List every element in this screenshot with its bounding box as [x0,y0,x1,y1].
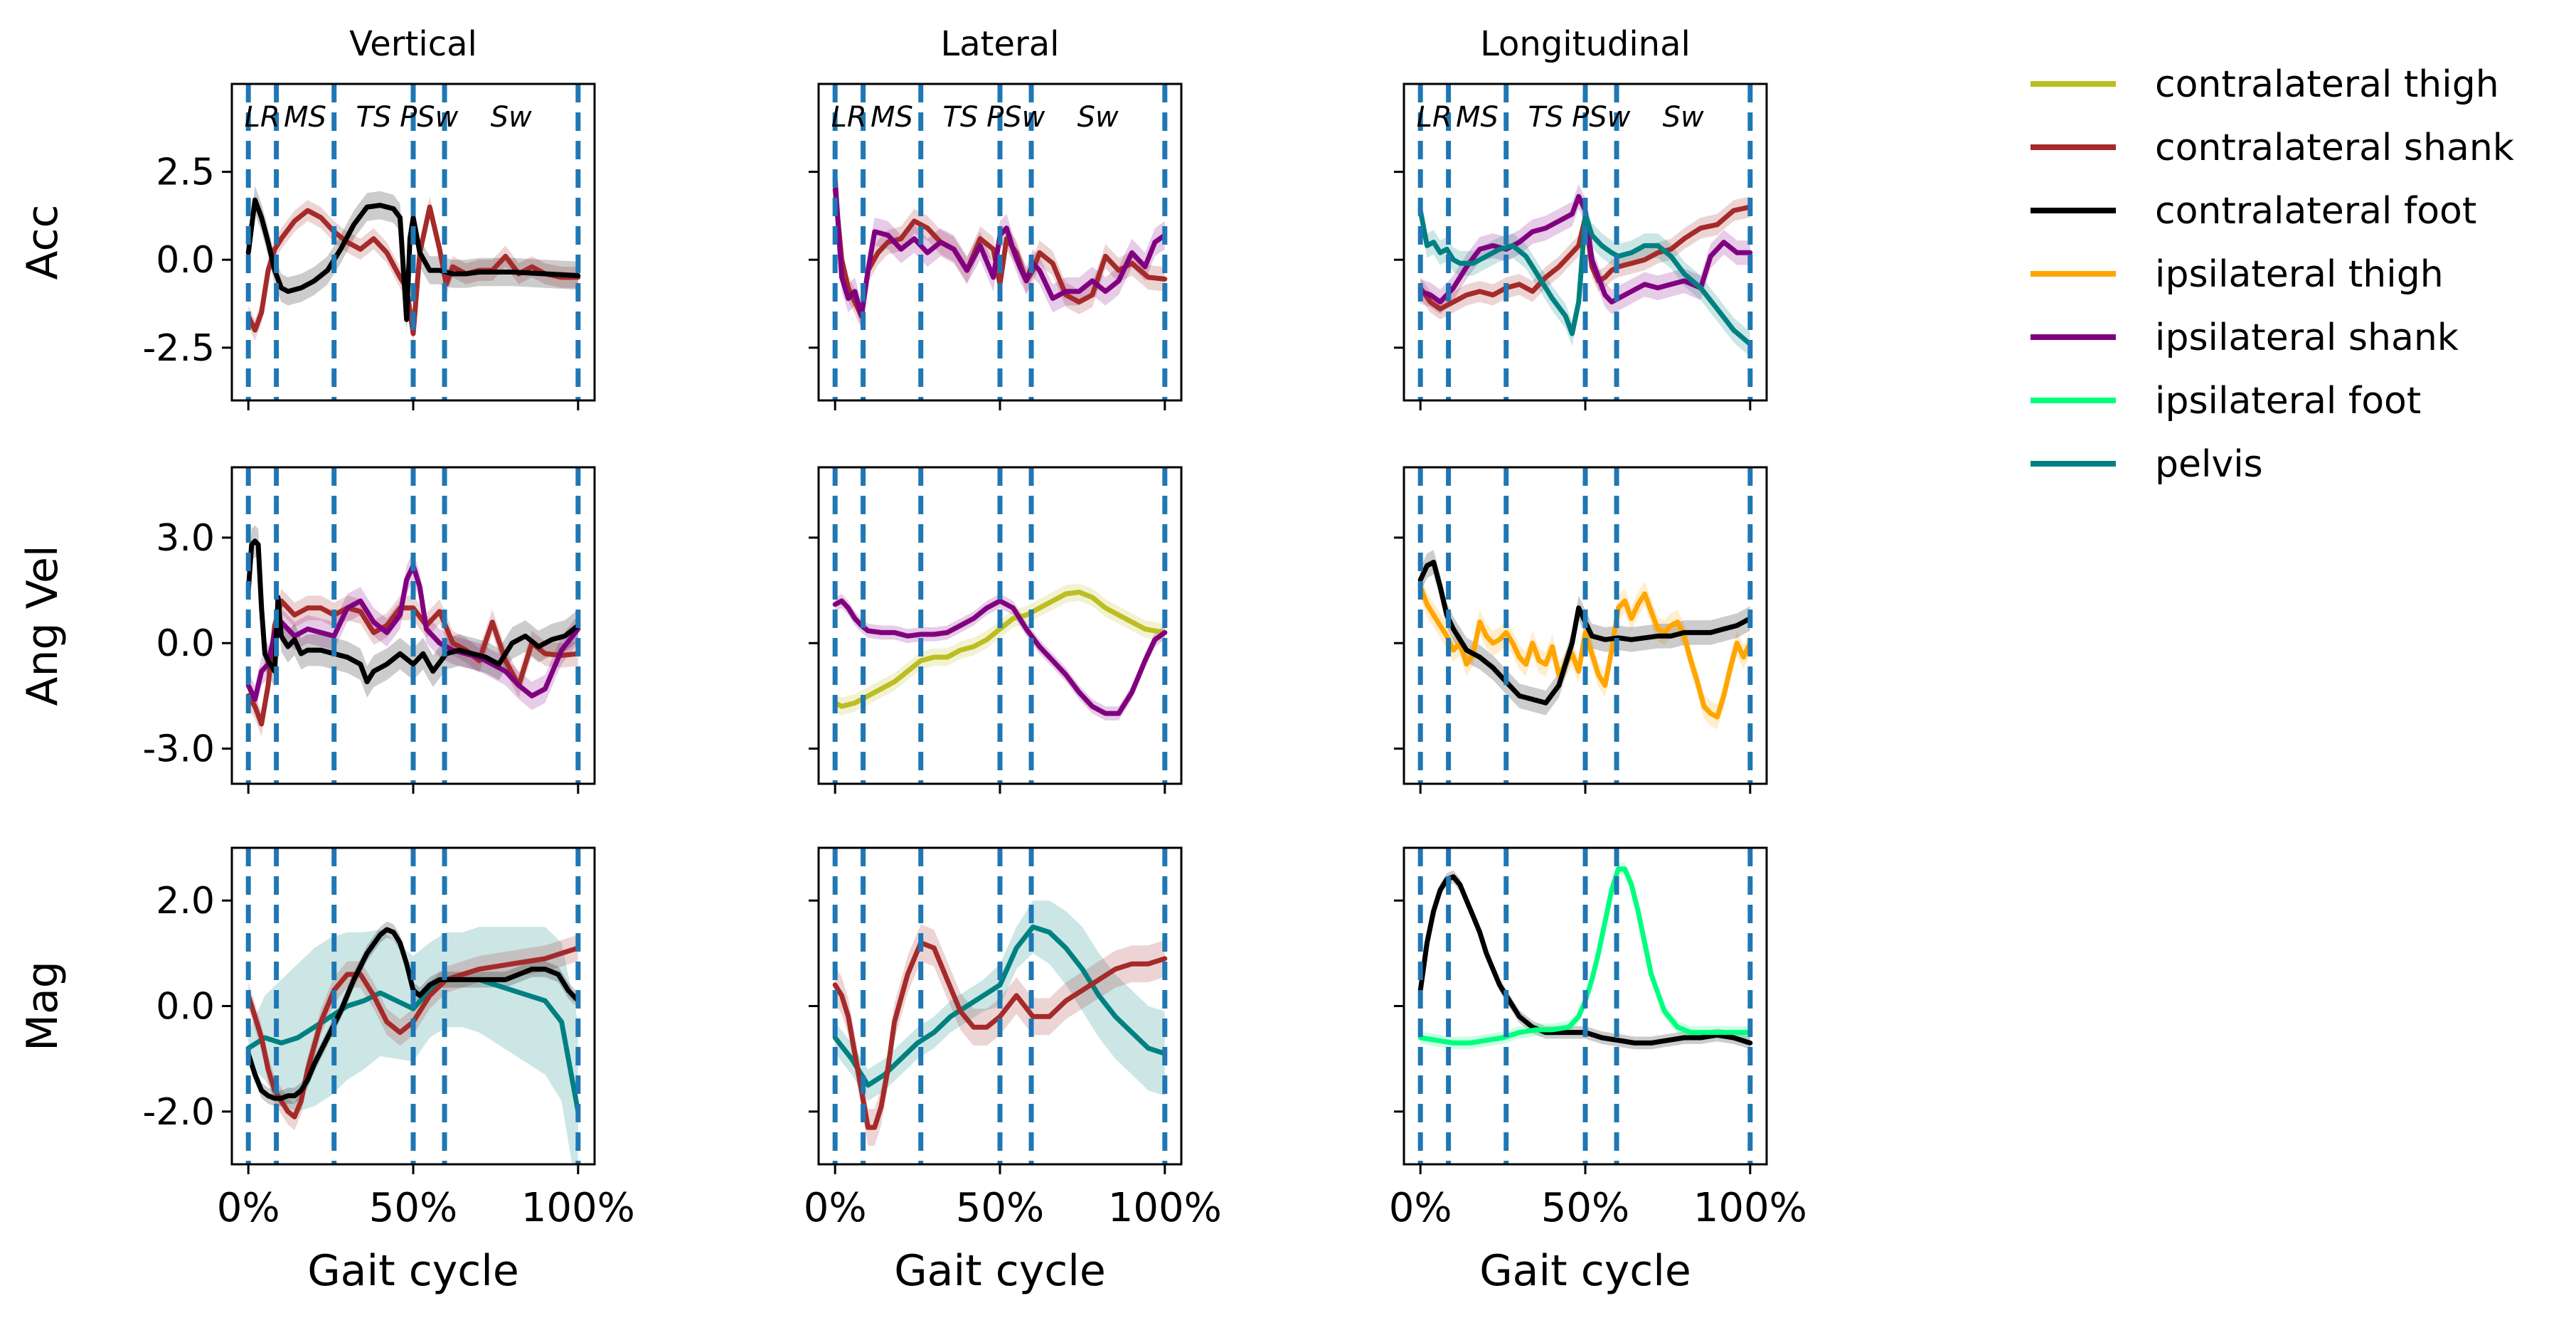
phase-label: LR [1417,101,1452,134]
band-ipsilateral-shank [248,551,578,714]
x-tick-label: 50% [1541,1185,1629,1231]
phase-label: Sw [491,101,532,134]
panel-2-0: 2.0 0.0 -2.0 0% 50% 100%Gait cycle Mag [18,846,635,1296]
series-line-contralateral-thigh [832,590,1168,709]
phase-label: Sw [1663,101,1704,134]
x-axis-label: Gait cycle [1479,1246,1691,1296]
y-tick-label: 2.5 [156,151,215,194]
y-axis-label: Mag [18,961,68,1051]
x-axis-label: Gait cycle [307,1246,519,1296]
phase-label: MS [871,101,913,134]
panel-1-1 [809,466,1183,794]
panel-2-1: 0% 50% 100%Gait cycle [804,846,1222,1296]
legend-label: pelvis [2155,443,2263,486]
phase-label: PSw [1572,101,1631,134]
band-pelvis [1420,198,1750,357]
y-tick-label: 0.0 [156,239,215,282]
band-ipsilateral-shank [1420,184,1750,314]
y-tick-label: 0.0 [156,622,215,665]
series-line-contralateral-foot [1417,874,1753,1046]
panel-title: Lateral [941,24,1060,64]
plot-area [245,525,581,737]
plot-area [832,164,1168,331]
band-contralateral-thigh [835,583,1165,716]
series-line-ipsilateral-shank [1417,193,1753,305]
legend-label: contralateral thigh [2155,63,2499,106]
legend-item-ipsilateral-foot: ipsilateral foot [2031,380,2421,422]
y-tick-label: -3.0 [143,728,215,771]
panel-0-1: LR MS TS PSw Sw Lateral [809,24,1183,410]
band-ipsilateral-shank [835,594,1165,720]
legend-label: ipsilateral foot [2155,380,2421,422]
legend-item-contralateral-thigh: contralateral thigh [2031,63,2499,106]
panel-2-2: 0% 50% 100%Gait cycle [1389,846,1807,1296]
y-tick-label: 0.0 [156,986,215,1028]
legend-label: ipsilateral shank [2155,317,2459,359]
phase-label: LR [831,101,867,134]
legend-item-contralateral-shank: contralateral shank [2031,127,2514,169]
series-line-contralateral-foot [245,538,581,685]
band-contralateral-shank [248,196,578,344]
x-tick-label: 0% [217,1185,280,1231]
phase-label: LR [245,101,280,134]
series-line-contralateral-foot [245,927,581,1101]
panel-title: Longitudinal [1480,24,1691,64]
y-axis-label: Ang Vel [18,545,68,706]
y-axis-label: Acc [18,205,68,280]
x-tick-label: 100% [1693,1185,1807,1231]
series-line-contralateral-foot [245,197,581,322]
x-tick-label: 50% [369,1185,457,1231]
phase-label: PSw [400,101,459,134]
panel-1-2 [1394,466,1768,794]
panel-0-0: LR MS TS PSw Sw 2.5 0.0 -2.5 Vertical Acc [18,24,596,410]
plot-area [1417,184,1753,357]
series-line-ipsilateral-shank [832,598,1168,716]
plot-area [1417,550,1753,730]
series-line-contralateral-shank [245,945,581,1119]
phase-label: MS [1456,101,1499,134]
phase-label: TS [1528,101,1563,134]
x-tick-label: 50% [956,1185,1044,1231]
series-line-ipsilateral-thigh [1417,584,1753,720]
legend: contralateral thigh contralateral shank co… [2031,63,2514,486]
panel-1-0: 3.0 0.0 -3.0 Ang Vel [18,466,596,794]
y-tick-label: 3.0 [156,517,215,560]
legend-label: contralateral shank [2155,127,2514,169]
legend-label: contralateral foot [2155,190,2476,233]
x-tick-label: 0% [804,1185,867,1231]
legend-item-ipsilateral-thigh: ipsilateral thigh [2031,253,2444,296]
series-line-pelvis [1417,208,1753,347]
x-axis-label: Gait cycle [894,1246,1106,1296]
legend-item-contralateral-foot: contralateral foot [2031,190,2476,233]
series-line-pelvis [245,977,581,1115]
plot-area [1417,862,1753,1050]
phase-label: TS [942,101,978,134]
phase-label: MS [284,101,326,134]
x-tick-label: 0% [1389,1185,1452,1231]
x-tick-label: 100% [1108,1185,1222,1231]
panel-0-2: LR MS TS PSw Sw Longitudinal [1394,24,1768,410]
phase-label: PSw [986,101,1045,134]
panel-title: Vertical [349,24,477,64]
legend-item-ipsilateral-shank: ipsilateral shank [2031,317,2459,359]
legend-item-pelvis: pelvis [2031,443,2263,486]
x-tick-label: 100% [521,1185,635,1231]
y-tick-label: 2.0 [156,880,215,922]
series-line-ipsilateral-foot [1417,866,1753,1046]
phase-label: TS [356,101,391,134]
y-tick-label: -2.5 [143,327,215,370]
phase-label: Sw [1077,101,1119,134]
plot-area [832,583,1168,720]
y-tick-label: -2.0 [143,1091,215,1134]
series-line-contralateral-foot [1417,560,1753,706]
legend-label: ipsilateral thigh [2155,253,2444,296]
